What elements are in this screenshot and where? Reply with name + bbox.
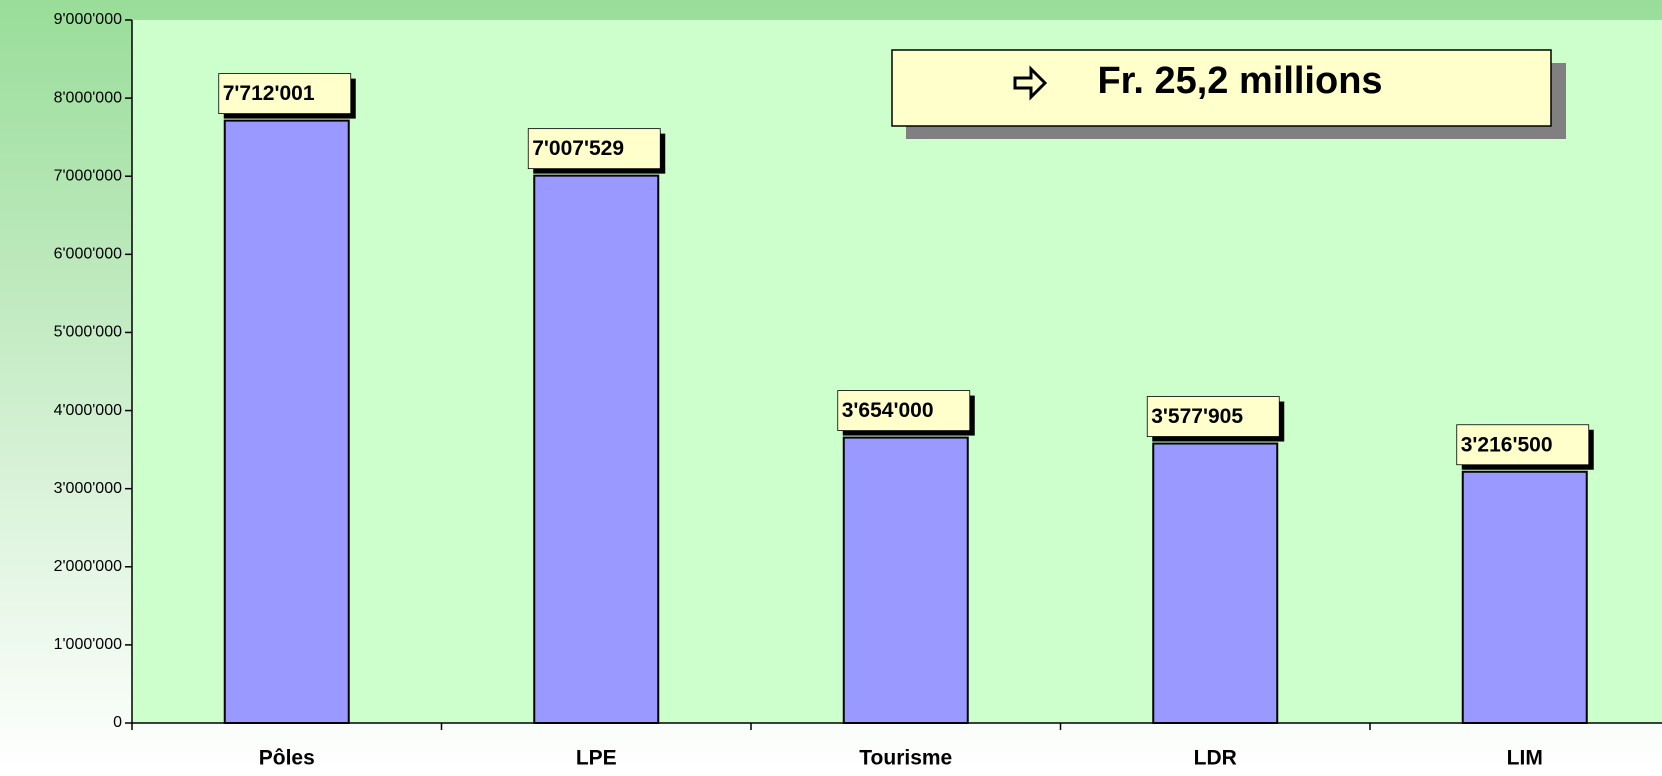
value-label: 7'712'001 — [223, 82, 315, 105]
y-tick-label: 2'000'000 — [54, 558, 123, 575]
label-box — [1146, 396, 1280, 437]
x-tick-label: LPE — [576, 747, 617, 770]
x-tick-label: Pôles — [259, 747, 315, 770]
value-label: 3'654'000 — [842, 399, 934, 422]
label-box — [1456, 424, 1590, 466]
y-tick-label: 5'000'000 — [54, 324, 123, 341]
value-label: 3'216'500 — [1461, 433, 1553, 456]
y-tick-label: 8'000'000 — [54, 89, 123, 106]
bar — [533, 174, 660, 725]
y-tick-label: 4'000'000 — [54, 402, 123, 419]
bar — [223, 119, 350, 724]
bar — [1152, 442, 1279, 724]
label-box — [527, 128, 661, 170]
y-tick-label: 1'000'000 — [54, 636, 123, 653]
x-tick-label: LDR — [1194, 747, 1237, 770]
y-tick-label: 3'000'000 — [54, 480, 123, 497]
label-box — [218, 73, 352, 115]
annotation: Fr. 25,2 millions — [1097, 60, 1382, 102]
bar — [842, 436, 969, 724]
x-tick-label: LIM — [1507, 747, 1543, 770]
label-box — [837, 390, 971, 431]
y-tick-label: 6'000'000 — [54, 246, 123, 263]
y-tick-label: 0 — [113, 714, 122, 731]
x-tick-label: Tourisme — [859, 747, 952, 770]
bar — [1461, 470, 1588, 724]
annotation-box — [891, 49, 1552, 127]
value-label: 3'577'905 — [1151, 405, 1243, 428]
arrow-icon — [1013, 65, 1048, 101]
y-tick-label: 9'000'000 — [54, 11, 123, 28]
plot: 0 1'000'000 2'000'000 3'000'000 4'000'000 5'0… — [54, 11, 1662, 770]
y-tick-label: 7'000'000 — [54, 167, 123, 184]
value-label: 7'007'529 — [532, 137, 624, 160]
